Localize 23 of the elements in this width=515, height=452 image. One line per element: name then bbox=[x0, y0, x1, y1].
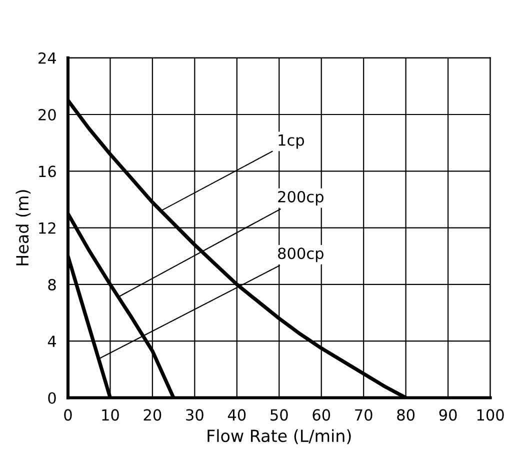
x-tick-label: 10 bbox=[102, 409, 119, 421]
x-tick-label: 30 bbox=[186, 409, 204, 421]
x-tick-label: 40 bbox=[228, 409, 246, 421]
y-tick-label: 20 bbox=[38, 108, 56, 121]
y-tick-label: 24 bbox=[38, 52, 56, 64]
x-tick-label: 100 bbox=[477, 409, 504, 421]
y-tick-label: 12 bbox=[39, 222, 56, 234]
x-tick-label: 50 bbox=[270, 409, 288, 421]
annotation: 200cp bbox=[278, 190, 324, 206]
x-tick-label: 0 bbox=[64, 409, 72, 421]
y-tick-label: 8 bbox=[48, 278, 56, 290]
x-tick-label: 90 bbox=[439, 409, 457, 421]
x-tick-label: 70 bbox=[355, 409, 372, 421]
x-axis-title: Flow Rate (L/min) bbox=[208, 429, 351, 444]
annotation: 800cp bbox=[278, 248, 324, 262]
y-tick-label: 16 bbox=[39, 166, 56, 178]
x-tick-label: 60 bbox=[312, 409, 330, 421]
y-tick-label: 4 bbox=[48, 336, 56, 347]
y-tick-label: 0 bbox=[48, 392, 56, 404]
x-tick-label: 80 bbox=[397, 409, 415, 421]
y-axis-title: Head (m) bbox=[16, 190, 31, 266]
x-tick-label: 20 bbox=[144, 409, 162, 421]
annotation: 1cp bbox=[278, 134, 304, 149]
